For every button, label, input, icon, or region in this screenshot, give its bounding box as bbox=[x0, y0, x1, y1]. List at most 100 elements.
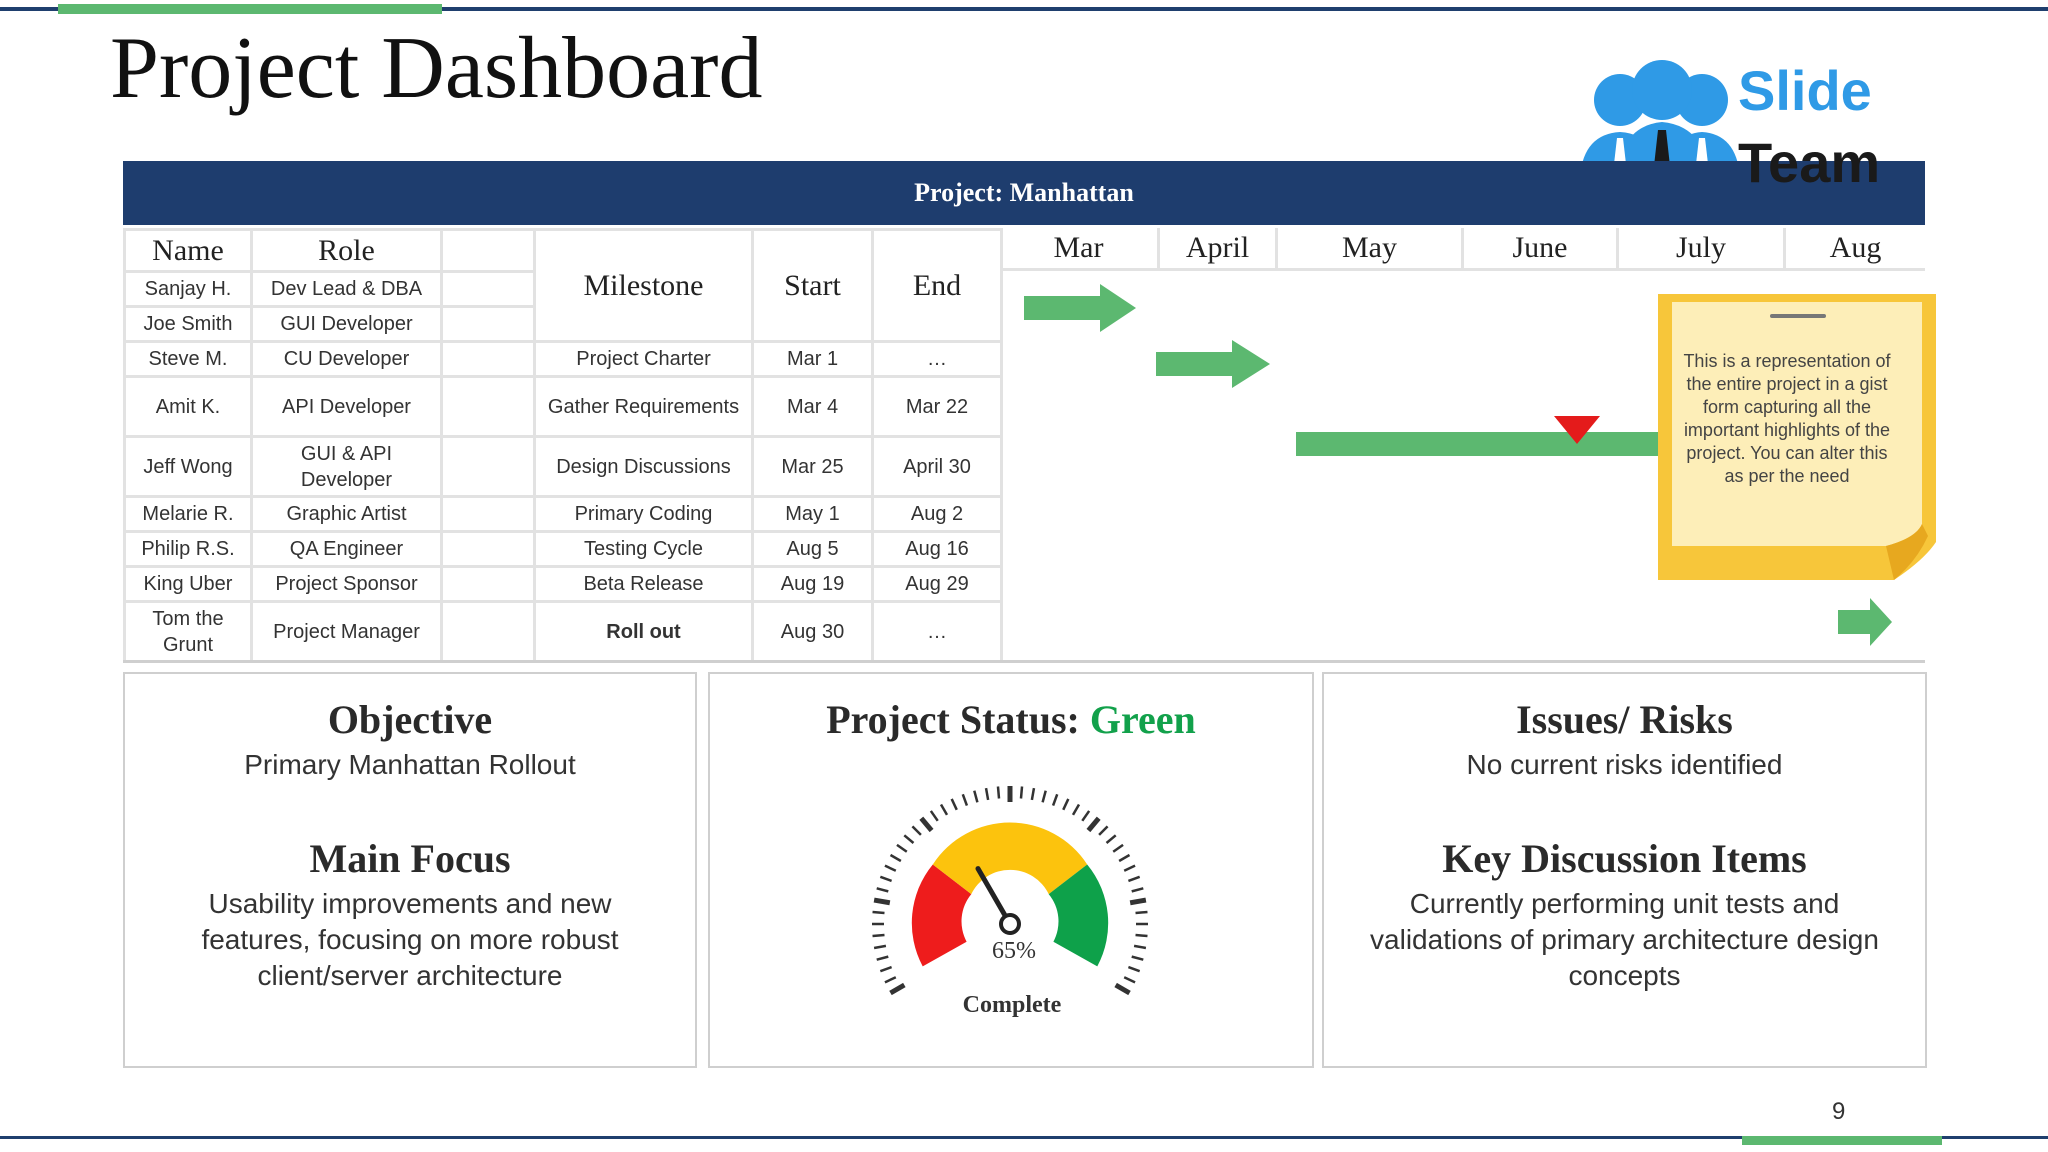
status-heading-label: Project Status: bbox=[826, 697, 1080, 742]
status-panel: Project Status: Green 65% Complete bbox=[708, 672, 1314, 1068]
team-role: API Developer bbox=[250, 375, 443, 438]
gantt-bottom-border bbox=[123, 660, 1925, 663]
team-name: King Uber bbox=[123, 565, 253, 603]
team-name: Steve M. bbox=[123, 340, 253, 378]
gauge-tick bbox=[1081, 810, 1091, 822]
gauge-tick bbox=[1131, 955, 1144, 961]
spacer-cell bbox=[440, 305, 536, 343]
gauge-tick bbox=[879, 875, 893, 883]
gauge-tick bbox=[876, 955, 889, 961]
gantt-month: June bbox=[1464, 228, 1619, 271]
gauge-tick bbox=[996, 786, 1001, 799]
gauge-tick bbox=[873, 897, 891, 906]
sticky-note-text: This is a representation of the entire p… bbox=[1683, 351, 1891, 486]
gauge-green-segment bbox=[1048, 864, 1109, 967]
gauge-tick bbox=[1127, 965, 1141, 973]
gantt-arrow-rollout bbox=[1838, 598, 1892, 646]
milestone-end: Aug 2 bbox=[871, 495, 1003, 533]
gauge-percent: 65% bbox=[992, 938, 1036, 964]
gauge-red-segment bbox=[911, 864, 972, 967]
bottom-rule bbox=[0, 1136, 2048, 1139]
spacer-cell bbox=[440, 565, 536, 603]
gauge-tick bbox=[1112, 843, 1124, 853]
spacer-cell bbox=[440, 495, 536, 533]
logo-text-slide: Slide bbox=[1738, 59, 1872, 122]
gauge-tick bbox=[889, 853, 902, 863]
project-table: Name Role Milestone Start End Sanjay H. … bbox=[123, 228, 1003, 663]
milestone-name: Design Discussions bbox=[533, 435, 754, 498]
logo-text-team: Team bbox=[1738, 131, 1881, 194]
gauge-tick bbox=[876, 887, 889, 893]
gauge-tick bbox=[929, 810, 939, 822]
team-role: QA Engineer bbox=[250, 530, 443, 568]
gauge-tick bbox=[872, 933, 885, 938]
spacer-cell bbox=[440, 530, 536, 568]
gauge-tick bbox=[950, 798, 958, 811]
project-banner: Project: Manhattan bbox=[123, 161, 1925, 225]
gauge-tick bbox=[1114, 982, 1131, 996]
project-banner-label: Project: Manhattan bbox=[914, 178, 1134, 207]
spacer-cell bbox=[440, 340, 536, 378]
gantt-month: Aug bbox=[1786, 228, 1925, 271]
milestone-end: Aug 29 bbox=[871, 565, 1003, 603]
team-name: Tom the Grunt bbox=[123, 600, 253, 663]
milestone-name: Project Charter bbox=[533, 340, 754, 378]
progress-gauge: 65% Complete bbox=[872, 786, 1148, 1018]
gauge-complete-label: Complete bbox=[963, 992, 1062, 1018]
spacer-cell bbox=[440, 270, 536, 308]
page-title: Project Dashboard bbox=[110, 20, 763, 117]
gauge-tick bbox=[961, 793, 969, 807]
spacer-cell bbox=[440, 600, 536, 663]
issues-panel: Issues/ Risks No current risks identifie… bbox=[1322, 672, 1927, 1068]
gauge-yellow-segment bbox=[932, 822, 1088, 895]
team-name: Joe Smith bbox=[123, 305, 253, 343]
milestone-start: Mar 4 bbox=[751, 375, 874, 438]
gauge-tick bbox=[873, 944, 887, 950]
objective-heading: Objective bbox=[327, 697, 493, 742]
gauge-tick bbox=[884, 976, 897, 984]
sticky-note bbox=[1658, 294, 1936, 580]
gauge-tick bbox=[1129, 897, 1147, 906]
gauge-tick bbox=[1098, 825, 1109, 836]
gauge-tick bbox=[973, 790, 979, 803]
issues-text: No current risks identified bbox=[1466, 749, 1783, 780]
team-role: Project Sponsor bbox=[250, 565, 443, 603]
status-value: Green bbox=[1089, 697, 1196, 742]
gauge-tick bbox=[1030, 787, 1036, 801]
gauge-tick bbox=[1051, 793, 1059, 807]
main-focus-heading: Main Focus bbox=[309, 836, 511, 881]
milestone-name: Primary Coding bbox=[533, 495, 754, 533]
gauge-tick bbox=[1135, 910, 1148, 915]
milestone-name: Roll out bbox=[533, 600, 754, 663]
gantt-arrow-requirements bbox=[1156, 340, 1270, 388]
gauge-tick bbox=[1118, 853, 1131, 863]
gauge-tick bbox=[1071, 803, 1081, 816]
team-name: Jeff Wong bbox=[123, 435, 253, 498]
team-role: GUI Developer bbox=[250, 305, 443, 343]
gantt-month-header: Mar April May June July Aug bbox=[1000, 228, 1925, 272]
gauge-tick bbox=[1062, 798, 1070, 811]
main-focus-text: Usability improvements and new features,… bbox=[201, 888, 619, 991]
gauge-tick bbox=[884, 864, 897, 872]
discussion-text: Currently performing unit tests and vali… bbox=[1370, 888, 1879, 991]
gauge-tick bbox=[1105, 834, 1117, 844]
bottom-accent-bar bbox=[1742, 1136, 1942, 1145]
milestone-name: Gather Requirements bbox=[533, 375, 754, 438]
header-name: Name bbox=[123, 228, 253, 273]
gauge-tick bbox=[939, 803, 949, 816]
milestone-name: Beta Release bbox=[533, 565, 754, 603]
milestone-start: Mar 1 bbox=[751, 340, 874, 378]
header-start: Start bbox=[751, 228, 874, 343]
gauge-hub bbox=[999, 913, 1021, 935]
gantt-arrow-charter bbox=[1024, 284, 1136, 332]
gauge-tick bbox=[1123, 976, 1136, 984]
milestone-end: April 30 bbox=[871, 435, 1003, 498]
gauge-tick bbox=[879, 965, 893, 973]
gauge-tick bbox=[1131, 887, 1144, 893]
status-heading: Project Status: Green bbox=[710, 696, 1312, 743]
team-name: Philip R.S. bbox=[123, 530, 253, 568]
objective-text: Primary Manhattan Rollout bbox=[244, 749, 576, 780]
gauge-needle bbox=[975, 866, 1008, 918]
gauge-tick bbox=[1127, 875, 1141, 883]
milestone-end: Mar 22 bbox=[871, 375, 1003, 438]
